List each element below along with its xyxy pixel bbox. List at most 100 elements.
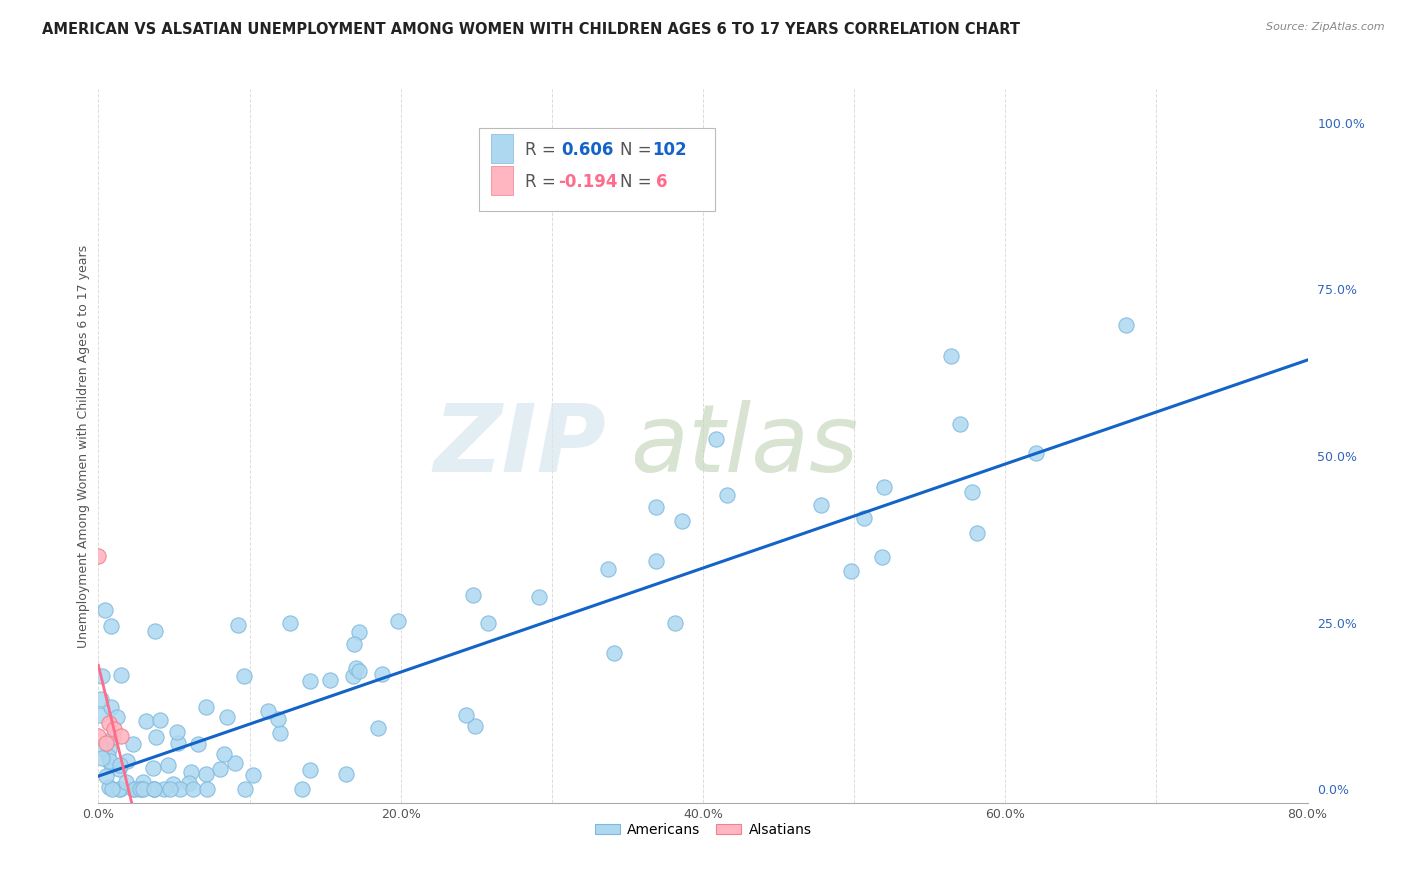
Point <box>177 776 200 790</box>
Point <box>233 782 256 797</box>
Point <box>645 500 668 514</box>
Point <box>181 782 204 797</box>
Point <box>100 619 122 633</box>
Point <box>167 736 190 750</box>
Point <box>195 767 218 781</box>
Point <box>124 782 146 797</box>
Point <box>91 669 114 683</box>
Point <box>1024 446 1046 460</box>
Point <box>215 710 238 724</box>
Text: 102: 102 <box>652 141 688 159</box>
Text: atlas: atlas <box>630 401 859 491</box>
Point <box>142 782 165 797</box>
Point <box>477 615 499 630</box>
Point <box>232 669 254 683</box>
Point <box>103 723 125 737</box>
Text: R =: R = <box>526 141 561 159</box>
Point <box>269 726 291 740</box>
Point <box>810 498 832 512</box>
Point <box>347 664 370 678</box>
Point <box>101 730 124 744</box>
Point <box>121 782 143 797</box>
Point <box>873 480 896 494</box>
Point <box>166 724 188 739</box>
Text: R =: R = <box>526 173 561 191</box>
Point <box>664 616 686 631</box>
Text: 6: 6 <box>655 173 668 191</box>
Point <box>132 782 155 797</box>
Point <box>142 761 165 775</box>
Point <box>603 646 626 660</box>
Text: 0.606: 0.606 <box>561 141 614 159</box>
Point <box>108 762 131 776</box>
Point <box>870 549 893 564</box>
Point <box>153 782 176 797</box>
Text: N =: N = <box>620 141 657 159</box>
Point <box>349 625 371 640</box>
Text: -0.194: -0.194 <box>558 173 617 191</box>
Text: AMERICAN VS ALSATIAN UNEMPLOYMENT AMONG WOMEN WITH CHILDREN AGES 6 TO 17 YEARS C: AMERICAN VS ALSATIAN UNEMPLOYMENT AMONG … <box>42 22 1021 37</box>
Point <box>187 737 209 751</box>
Point <box>299 674 322 689</box>
Point <box>105 710 128 724</box>
Point <box>149 713 172 727</box>
Point <box>100 700 122 714</box>
Point <box>162 777 184 791</box>
Point <box>456 707 478 722</box>
Point <box>461 588 484 602</box>
Point <box>115 754 138 768</box>
Point <box>949 417 972 432</box>
Point <box>110 757 132 772</box>
Point <box>90 692 112 706</box>
Point <box>98 754 121 768</box>
Point <box>101 782 124 797</box>
Point <box>93 603 115 617</box>
Point <box>89 707 111 722</box>
Point <box>110 782 132 797</box>
Point <box>387 614 409 628</box>
FancyBboxPatch shape <box>479 128 716 211</box>
Point <box>94 736 117 750</box>
Point <box>939 349 962 363</box>
Point <box>100 758 122 772</box>
Bar <box>492 166 513 194</box>
Point <box>319 673 342 687</box>
Point <box>195 782 218 797</box>
Point <box>242 768 264 782</box>
Point <box>596 562 619 576</box>
Point <box>706 432 728 446</box>
Point <box>1115 318 1137 333</box>
Point <box>962 484 984 499</box>
Point <box>180 765 202 780</box>
Point <box>343 637 366 651</box>
Point <box>110 667 132 681</box>
Point <box>371 667 394 681</box>
Text: ZIP: ZIP <box>433 400 606 492</box>
Point <box>91 750 114 764</box>
Point <box>98 715 121 730</box>
Point <box>853 510 876 524</box>
Point <box>128 782 150 797</box>
Point <box>226 618 249 632</box>
Point <box>195 700 218 714</box>
Point <box>96 748 118 763</box>
Point <box>115 775 138 789</box>
Point <box>291 782 314 797</box>
Point <box>966 526 988 541</box>
Point <box>169 782 191 797</box>
Point <box>96 769 118 783</box>
Point <box>298 763 321 777</box>
Legend: Americans, Alsatians: Americans, Alsatians <box>589 817 817 842</box>
Point <box>344 660 367 674</box>
Point <box>145 730 167 744</box>
Point <box>671 514 693 528</box>
Point <box>367 721 389 735</box>
Point <box>132 775 155 789</box>
Point <box>135 714 157 728</box>
Point <box>157 758 180 772</box>
Y-axis label: Unemployment Among Women with Children Ages 6 to 17 years: Unemployment Among Women with Children A… <box>77 244 90 648</box>
Point <box>143 624 166 638</box>
Point <box>257 704 280 718</box>
Point <box>464 719 486 733</box>
Point <box>839 565 862 579</box>
